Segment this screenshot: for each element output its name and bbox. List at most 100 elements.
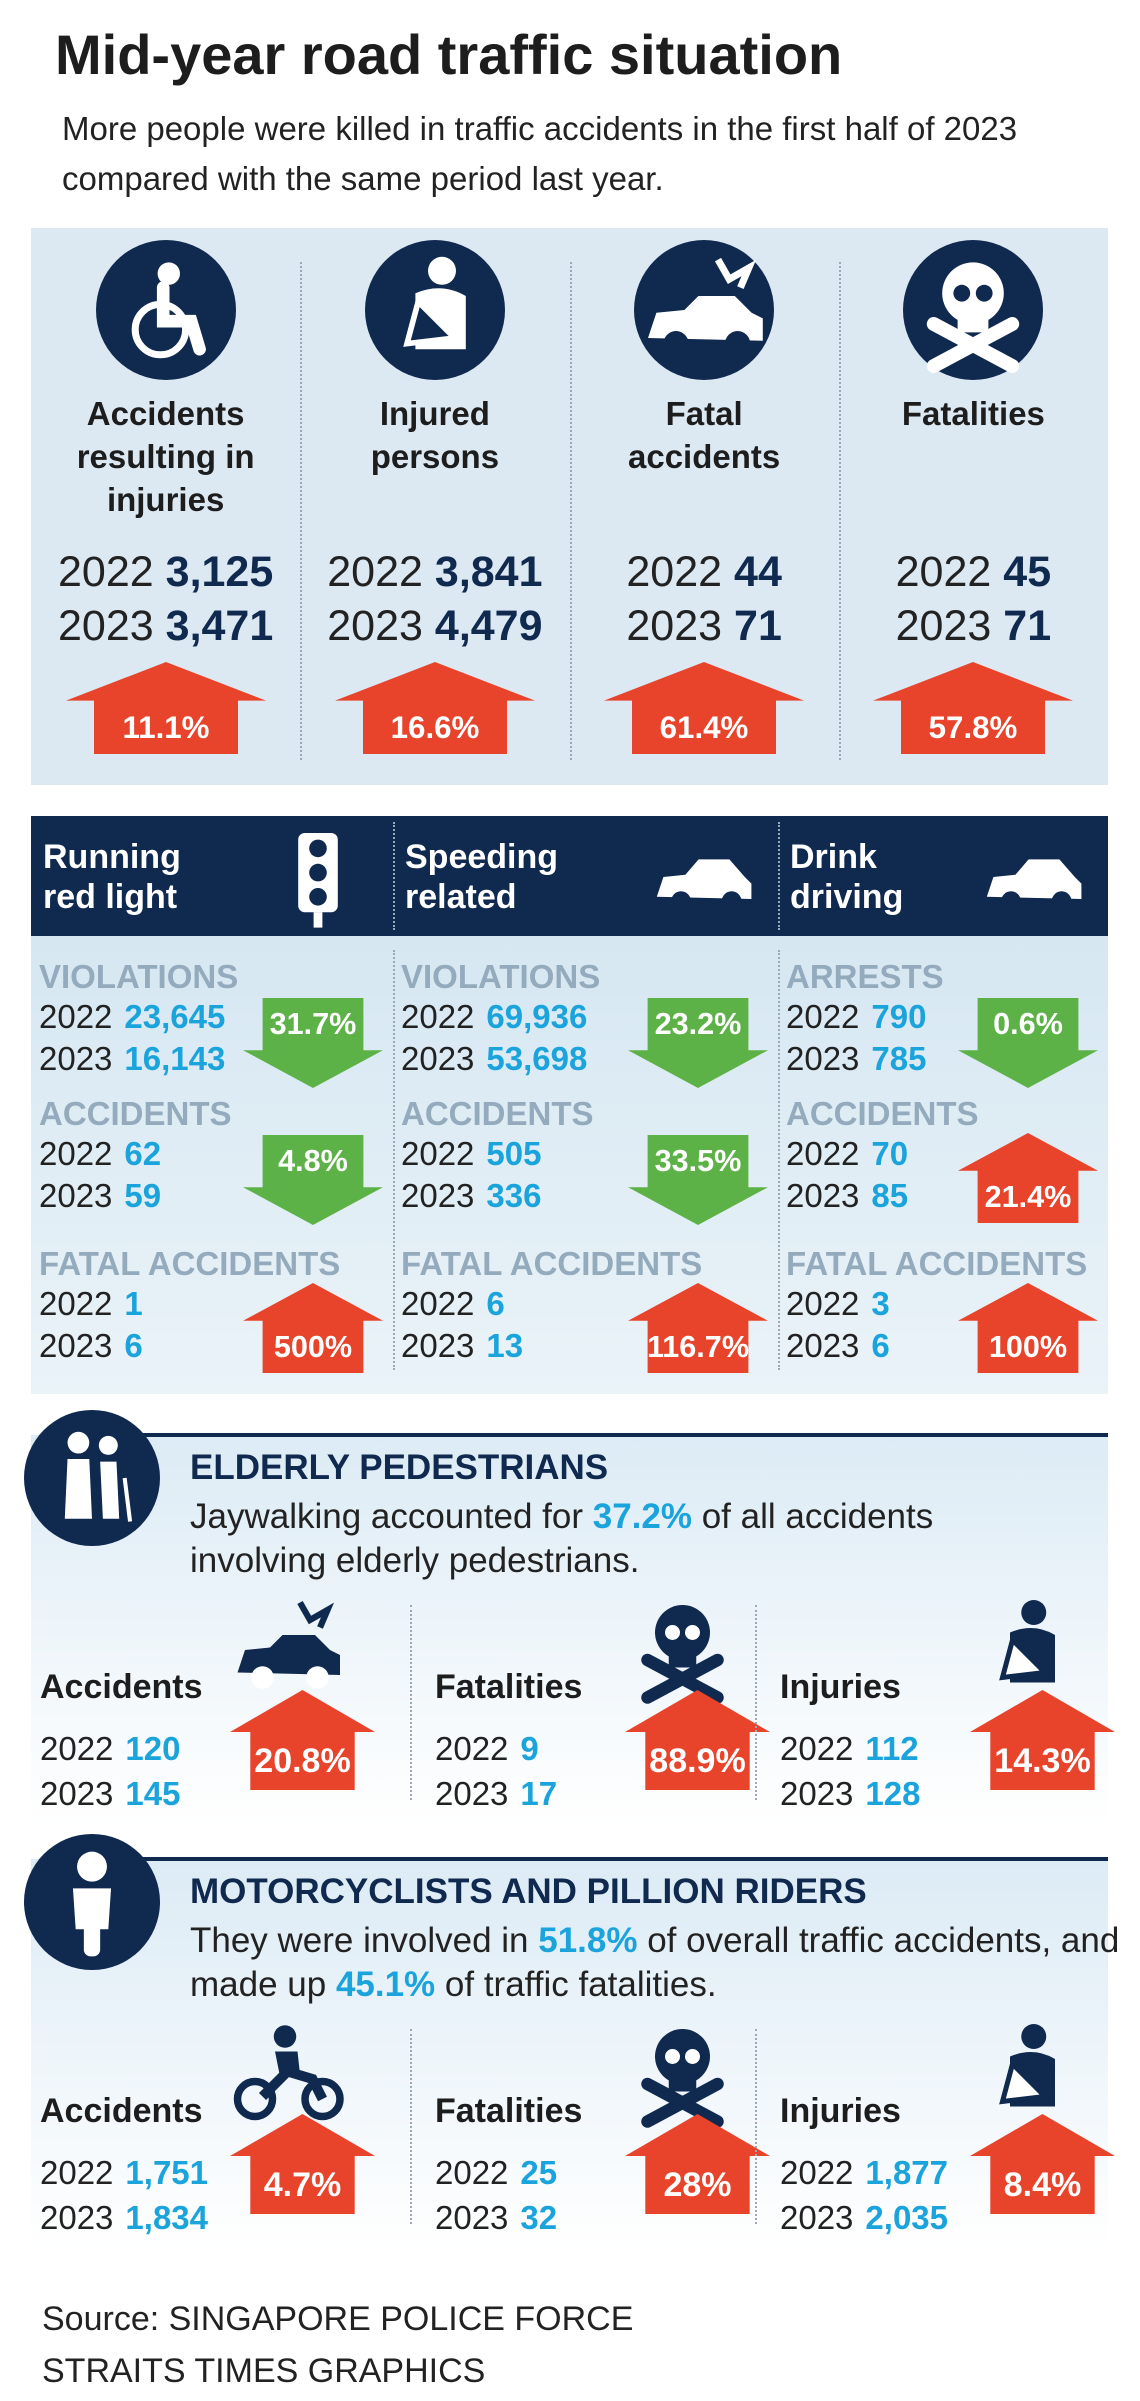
icon-part [297,1600,335,1629]
change-arrow: 16.6% [334,662,535,754]
value: 53,698 [486,1040,588,1077]
year: 2022 [40,2154,114,2191]
text: of traffic fatalities. [435,1965,717,2004]
year-row: 2022 69,936 [401,998,661,1036]
value: 17 [520,1775,558,1812]
item-label: Accidents [40,2092,203,2130]
value: 25 [520,2154,558,2191]
icon-part [671,891,691,912]
icon-part [313,912,323,928]
year: 2023 [786,1040,860,1077]
icon-part [953,284,971,302]
icon-circle [24,1410,160,1546]
arrow-shape [625,2114,770,2214]
change-label: 8.4% [1004,2166,1082,2204]
icon-part [306,1666,329,1689]
year-row: 2022 62 [39,1135,299,1173]
group-text: Jaywalking accounted for 37.2% of all ac… [190,1495,1020,1583]
arrow-shape [970,2114,1115,2214]
value: 3,125 [165,548,274,596]
icon [95,240,236,380]
year: 2022 [780,2154,854,2191]
year-row: 2023 6 [786,1327,1046,1365]
year: 2022 [401,998,475,1035]
change-label: 57.8% [929,710,1018,745]
change-arrow: 100% [958,1283,1098,1373]
change-arrow: 23.2% [628,998,768,1088]
title: Mid-year road traffic situation [55,23,843,86]
value: 3,471 [165,602,274,650]
icon-part [1051,891,1072,912]
value: 112 [865,1730,919,1767]
separator [410,2029,412,2224]
value: 6 [486,1285,505,1322]
icon-part [715,257,757,289]
value: 62 [124,1135,162,1172]
icon-part [665,1625,680,1640]
year: 2023 [626,602,723,650]
value: 9 [520,1730,539,1767]
item-label: Injuries [780,2092,901,2130]
change-arrow: 28% [625,2114,770,2214]
change-label: 31.7% [270,1007,357,1041]
icon-part [233,2077,277,2121]
offence-title: Drink [790,838,877,876]
icon [999,2024,1055,2107]
year-row: 2023 4,479 [300,602,569,651]
value: 1,834 [125,2199,209,2236]
change-arrow: 0.6% [958,998,1098,1088]
value: 4,479 [434,602,543,650]
year-row: 2023 145 [40,1775,280,1813]
icon-part [685,1625,700,1640]
year-row: 2023 17 [435,1775,675,1813]
year: 2022 [786,1135,860,1172]
icon-part [668,2071,697,2092]
icon-part [1021,1600,1047,1625]
year-row: 2022 3,841 [300,548,569,597]
value: 13 [486,1327,524,1364]
value: 505 [486,1135,542,1172]
year-row: 2023 16,143 [39,1040,299,1078]
icon-part [663,331,689,357]
year: 2022 [40,1730,114,1767]
year-row: 2022 3,125 [31,548,300,597]
icon-part [64,1458,92,1519]
value: 785 [871,1040,927,1077]
icon [24,1834,160,1970]
change-label: 21.4% [985,1180,1072,1214]
year: 2023 [895,602,992,650]
year-row: 2022 1,877 [780,2154,1020,2192]
icon-part [77,1851,107,1882]
offence-header [31,816,1108,936]
arrow-shape [625,1690,770,1790]
year-row: 2022 505 [401,1135,661,1173]
arrow-shape [958,1133,1098,1223]
arrow-shape [230,2114,375,2214]
group-title: ELDERLY PEDESTRIANS [190,1448,609,1487]
year: 2023 [327,602,423,650]
change-label: 16.6% [391,710,480,745]
value: 23,645 [124,998,226,1035]
separator [393,822,395,930]
year-row: 2022 3 [786,1285,1046,1323]
change-label: 23.2% [655,1007,742,1041]
icon [986,859,1082,912]
year: 2023 [780,2199,854,2236]
icon-part [685,2049,700,2064]
offence-title: red light [43,878,178,916]
year: 2022 [39,998,113,1035]
change-arrow: 57.8% [873,662,1074,754]
icon [298,833,338,928]
value: 3,841 [434,548,543,596]
year-row: 2022 6 [401,1285,661,1323]
year: 2022 [39,1135,113,1172]
year-row: 2022 9 [435,1730,675,1768]
year: 2022 [780,1730,854,1767]
change-label: 4.8% [278,1144,348,1178]
icon-part [641,1653,724,1704]
value: 70 [871,1135,909,1172]
icon-part [309,888,327,906]
change-arrow: 21.4% [958,1133,1098,1223]
year: 2023 [40,2199,114,2236]
block-label: ACCIDENTS [786,1095,979,1132]
